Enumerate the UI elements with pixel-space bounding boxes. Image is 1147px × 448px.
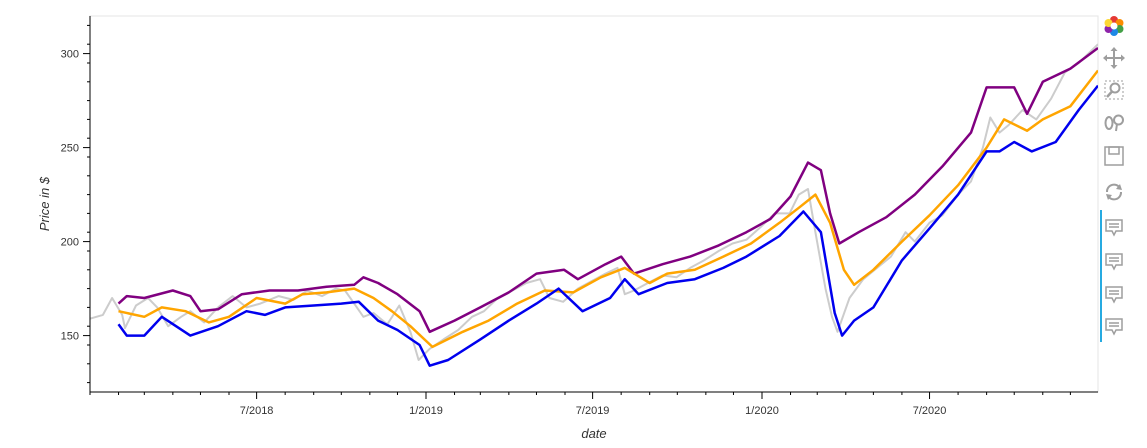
chart-toolbar: [1100, 10, 1130, 350]
x-axis-ticks: 7/2018 1/2019 7/2019 1/2020 7/2020: [89, 392, 1071, 417]
y-axis-ticks: 150 200 250 300: [61, 24, 90, 384]
series-line-3: [117, 84, 1098, 367]
x-tick-label: 1/2019: [409, 405, 443, 417]
x-axis-title: date: [581, 426, 606, 441]
x-tick-label: 7/2018: [240, 405, 274, 417]
hover-icon[interactable]: [1102, 283, 1126, 307]
x-tick-label: 1/2020: [745, 405, 779, 417]
x-tick-label: 7/2020: [913, 405, 947, 417]
wheel-zoom-icon[interactable]: [1102, 110, 1126, 134]
series-line-1: [117, 46, 1098, 334]
y-tick-label: 250: [61, 143, 79, 155]
bokeh-logo-icon[interactable]: [1102, 14, 1126, 38]
y-axis-title: Price in $: [37, 176, 52, 231]
y-tick-label: 300: [61, 49, 79, 61]
reset-icon[interactable]: [1102, 180, 1126, 204]
y-tick-label: 200: [61, 237, 79, 249]
hover-icon[interactable]: [1102, 315, 1126, 339]
active-tools-indicator: [1100, 210, 1102, 342]
save-icon[interactable]: [1102, 144, 1126, 168]
series-line-2: [118, 69, 1098, 349]
hover-icon[interactable]: [1102, 216, 1126, 240]
plot-area[interactable]: [89, 15, 1099, 393]
x-tick-label: 7/2019: [576, 405, 610, 417]
pan-icon[interactable]: [1102, 46, 1126, 70]
hover-icon[interactable]: [1102, 250, 1126, 274]
y-tick-label: 150: [61, 331, 79, 343]
box-zoom-icon[interactable]: [1102, 78, 1126, 102]
